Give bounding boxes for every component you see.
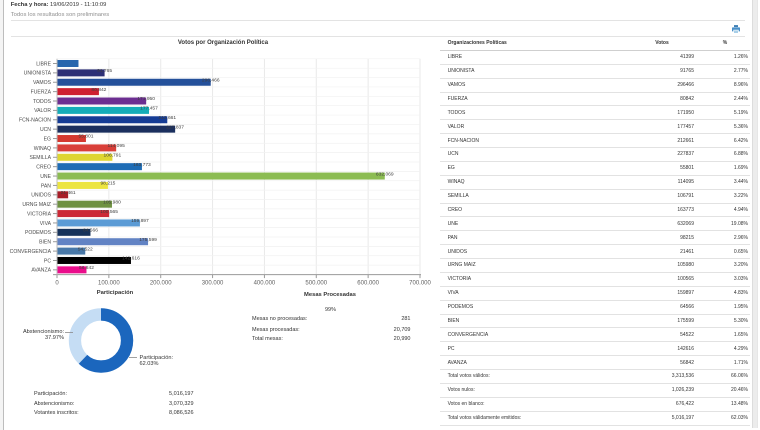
svg-text:159,897: 159,897 bbox=[131, 218, 149, 224]
svg-text:105,980: 105,980 bbox=[103, 199, 121, 205]
svg-text:WINAQ: WINAQ bbox=[34, 146, 51, 152]
svg-text:600.000: 600.000 bbox=[357, 281, 379, 287]
svg-text:64,566: 64,566 bbox=[83, 228, 98, 234]
svg-text:200.000: 200.000 bbox=[150, 281, 172, 287]
svg-text:175,599: 175,599 bbox=[139, 237, 157, 243]
svg-text:400.000: 400.000 bbox=[254, 281, 276, 287]
svg-text:632,069: 632,069 bbox=[376, 171, 394, 177]
svg-text:163,773: 163,773 bbox=[133, 162, 151, 168]
svg-text:FCN-NACION: FCN-NACION bbox=[19, 118, 51, 124]
svg-text:VIVA: VIVA bbox=[40, 221, 52, 227]
svg-text:91,765: 91,765 bbox=[97, 68, 112, 74]
svg-text:UNIDOS: UNIDOS bbox=[31, 193, 51, 199]
svg-text:VAMOS: VAMOS bbox=[33, 80, 52, 86]
svg-text:TODOS: TODOS bbox=[33, 99, 52, 105]
svg-text:CREO: CREO bbox=[36, 165, 51, 171]
svg-text:500.000: 500.000 bbox=[305, 281, 327, 287]
svg-text:227,837: 227,837 bbox=[166, 124, 184, 130]
svg-text:UNIONISTA: UNIONISTA bbox=[24, 71, 52, 77]
svg-text:300.000: 300.000 bbox=[202, 281, 224, 287]
svg-text:56,842: 56,842 bbox=[79, 265, 94, 271]
svg-text:55,801: 55,801 bbox=[78, 134, 93, 140]
svg-text:UCN: UCN bbox=[40, 127, 51, 133]
svg-text:106,791: 106,791 bbox=[104, 152, 122, 158]
svg-text:21,461: 21,461 bbox=[61, 190, 76, 196]
svg-text:LIBRE: LIBRE bbox=[36, 61, 51, 67]
svg-text:PAN: PAN bbox=[41, 183, 51, 189]
svg-text:80,842: 80,842 bbox=[91, 87, 106, 93]
svg-text:100.000: 100.000 bbox=[98, 281, 120, 287]
svg-text:URNG MAIZ: URNG MAIZ bbox=[22, 202, 51, 208]
svg-text:BIEN: BIEN bbox=[39, 240, 51, 246]
svg-text:98,215: 98,215 bbox=[100, 181, 115, 187]
svg-text:177,457: 177,457 bbox=[140, 106, 158, 112]
svg-text:VICTORIA: VICTORIA bbox=[27, 211, 52, 217]
svg-text:212,661: 212,661 bbox=[158, 115, 176, 121]
svg-text:700.000: 700.000 bbox=[409, 281, 431, 287]
svg-text:EG: EG bbox=[44, 136, 51, 142]
svg-text:100,565: 100,565 bbox=[100, 209, 118, 215]
svg-text:FUERZA: FUERZA bbox=[31, 89, 52, 95]
svg-text:VALOR: VALOR bbox=[34, 108, 51, 114]
svg-text:PODEMOS: PODEMOS bbox=[25, 230, 52, 236]
svg-text:PC: PC bbox=[44, 258, 51, 264]
svg-text:296,466: 296,466 bbox=[202, 77, 220, 83]
svg-text:142,616: 142,616 bbox=[122, 256, 140, 262]
svg-text:171,950: 171,950 bbox=[137, 96, 155, 102]
svg-text:114,095: 114,095 bbox=[108, 143, 126, 149]
svg-text:54,522: 54,522 bbox=[78, 246, 93, 252]
svg-text:AVANZA: AVANZA bbox=[31, 268, 51, 274]
svg-text:CONVERGENCIA: CONVERGENCIA bbox=[10, 249, 52, 255]
svg-text:SEMILLA: SEMILLA bbox=[29, 155, 51, 161]
svg-text:0: 0 bbox=[55, 281, 59, 287]
svg-text:UNE: UNE bbox=[40, 174, 51, 180]
